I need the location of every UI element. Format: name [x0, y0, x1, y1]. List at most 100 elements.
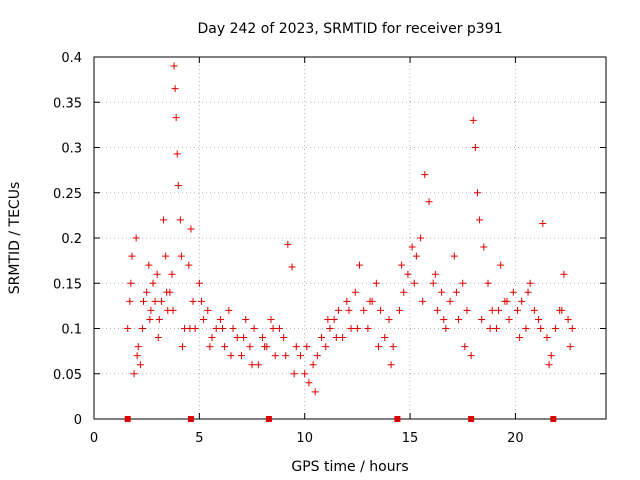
data-point	[381, 334, 389, 342]
data-point	[162, 252, 170, 260]
data-point	[225, 306, 233, 314]
gap-marker	[124, 416, 131, 422]
data-point	[524, 288, 532, 296]
gap-marker	[550, 416, 557, 422]
data-point	[469, 116, 477, 124]
x-axis-label: GPS time / hours	[291, 459, 408, 475]
data-point	[145, 261, 153, 269]
data-point	[495, 306, 503, 314]
data-point	[157, 297, 165, 305]
y-tick-label: 0	[74, 413, 82, 428]
data-point	[301, 370, 309, 378]
data-point	[385, 315, 393, 323]
data-point	[431, 270, 439, 278]
data-point	[355, 261, 363, 269]
grid	[94, 57, 606, 419]
data-point	[522, 325, 530, 332]
data-point	[339, 334, 347, 342]
data-point	[400, 288, 408, 296]
data-point	[242, 315, 250, 323]
y-tick-label: 0.2	[61, 232, 82, 247]
data-point	[396, 306, 404, 314]
data-point	[240, 334, 248, 342]
data-point	[219, 325, 227, 332]
data-point	[147, 306, 155, 314]
data-point	[271, 352, 279, 360]
y-tick-label: 0.05	[53, 368, 82, 383]
data-point	[154, 334, 162, 342]
data-point	[151, 297, 159, 305]
data-point	[564, 315, 572, 323]
data-point	[149, 279, 157, 287]
data-point	[146, 315, 154, 323]
gap-marker	[468, 416, 475, 422]
data-point	[309, 361, 317, 369]
data-point	[176, 216, 184, 224]
data-point	[229, 325, 237, 332]
data-point	[558, 306, 566, 314]
data-point	[419, 297, 427, 305]
data-point	[322, 343, 330, 351]
data-point	[505, 315, 513, 323]
data-point	[547, 352, 555, 360]
data-point	[138, 325, 146, 332]
data-point	[124, 325, 132, 332]
data-point	[185, 261, 193, 269]
data-point	[177, 252, 185, 260]
data-point	[410, 279, 418, 287]
data-point	[421, 171, 429, 179]
data-point	[174, 182, 182, 190]
data-point	[313, 352, 321, 360]
data-point	[387, 361, 395, 369]
data-point	[187, 225, 195, 233]
data-point	[343, 297, 351, 305]
data-point	[267, 315, 275, 323]
data-point	[412, 252, 420, 260]
data-point	[539, 220, 547, 228]
data-point	[250, 325, 258, 332]
data-point	[332, 334, 340, 342]
data-point	[476, 216, 484, 224]
data-point	[497, 261, 505, 269]
data-point	[450, 252, 458, 260]
data-point	[429, 279, 437, 287]
data-point	[280, 334, 288, 342]
data-point	[345, 306, 353, 314]
data-point	[480, 243, 488, 251]
y-tick-label: 0.4	[61, 51, 82, 66]
data-point	[566, 343, 574, 351]
data-point	[467, 352, 475, 360]
data-point	[275, 325, 283, 332]
data-point	[334, 306, 342, 314]
data-point	[446, 297, 454, 305]
data-point	[290, 370, 298, 378]
data-point	[374, 343, 382, 351]
data-point	[398, 261, 406, 269]
y-tick-label: 0.25	[53, 187, 82, 202]
data-point	[452, 288, 460, 296]
data-point	[509, 288, 517, 296]
y-tick-label: 0.15	[53, 277, 82, 292]
data-point	[311, 388, 319, 396]
data-point	[463, 306, 471, 314]
chart-title: Day 242 of 2023, SRMTID for receiver p39…	[197, 21, 502, 37]
data-point	[551, 325, 559, 332]
gap-marker	[265, 416, 272, 422]
data-point	[459, 279, 467, 287]
x-tick-label: 20	[507, 431, 524, 446]
data-point	[155, 315, 163, 323]
data-point	[360, 306, 368, 314]
data-point	[170, 62, 178, 70]
data-point	[326, 325, 334, 332]
data-point	[473, 189, 481, 197]
data-point	[486, 325, 494, 332]
data-point	[461, 343, 469, 351]
y-tick-label: 0.35	[53, 96, 82, 111]
x-tick-label: 15	[402, 431, 419, 446]
data-point	[261, 343, 269, 351]
data-point	[178, 343, 186, 351]
data-point	[442, 325, 450, 332]
data-point	[364, 325, 372, 332]
data-point	[163, 288, 171, 296]
gap-marker	[187, 416, 194, 422]
